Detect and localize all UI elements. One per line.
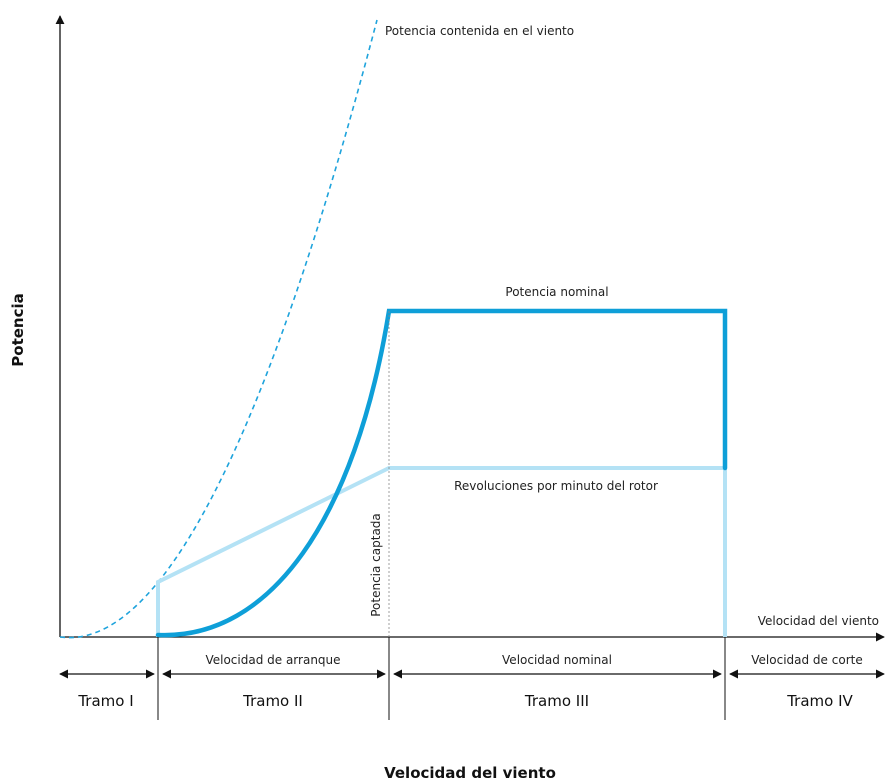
cutoff-speed-label: Velocidad de corte	[751, 653, 862, 667]
nominal-speed-label: Velocidad nominal	[502, 653, 612, 667]
section-label: Tramo I	[77, 692, 133, 710]
section-label: Tramo III	[524, 692, 589, 710]
wind-power-label: Potencia contenida en el viento	[385, 24, 574, 38]
x-axis-end-label: Velocidad del viento	[758, 614, 879, 628]
captured-power-label: Potencia captada	[369, 513, 383, 617]
wind-power-curve	[59, 19, 378, 639]
captured-power-curve	[155, 308, 728, 638]
section-label: Tramo IV	[786, 692, 853, 710]
x-axis-label: Velocidad del viento	[384, 764, 556, 782]
rotor-rpm-label: Revoluciones por minuto del rotor	[454, 479, 658, 493]
y-axis-label: Potencia	[9, 293, 27, 366]
start-speed-label: Velocidad de arranque	[205, 653, 340, 667]
nominal-power-label: Potencia nominal	[505, 285, 608, 299]
section-label: Tramo II	[242, 692, 303, 710]
